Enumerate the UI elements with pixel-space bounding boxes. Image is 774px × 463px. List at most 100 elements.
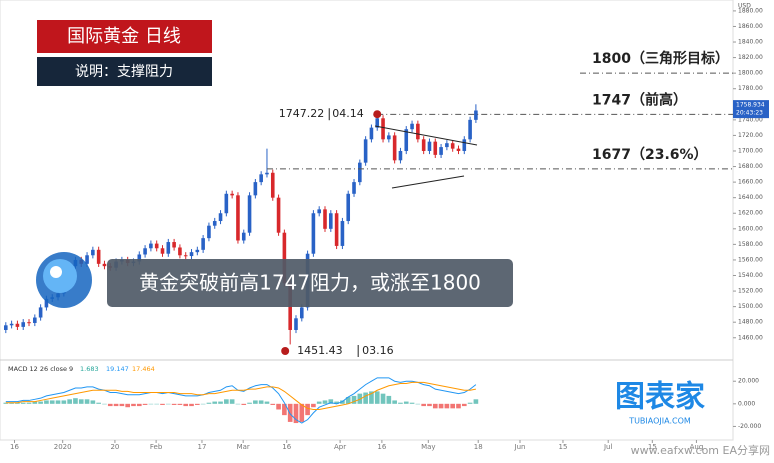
macd-bar — [177, 403, 183, 405]
candle-body — [183, 255, 188, 257]
candle-body — [456, 148, 461, 151]
candle-body — [195, 249, 200, 253]
y-tick-label: 1860.00 — [738, 23, 763, 30]
y-tick-label: -20.000 — [738, 423, 761, 430]
candle-body — [218, 213, 223, 222]
candle-body — [96, 249, 101, 264]
macd-bar — [264, 401, 270, 404]
candle-body — [375, 118, 380, 128]
macd-bar — [15, 402, 20, 404]
macd-bar — [102, 403, 107, 405]
y-tick-label: 1500.00 — [738, 303, 763, 310]
y-tick-label: 1740.00 — [738, 116, 763, 123]
high-marker — [373, 110, 382, 119]
candle-body — [247, 195, 252, 233]
y-tick-label: 1660.00 — [738, 179, 763, 186]
macd-bar — [392, 400, 397, 404]
y-tick-label: 1680.00 — [738, 163, 763, 170]
candle-body — [294, 318, 298, 330]
annotation: 黄金突破前高1747阻力，或涨至1800 — [139, 271, 481, 295]
candle-body — [323, 209, 327, 229]
candle-body — [44, 298, 49, 308]
macd-bar — [456, 403, 461, 409]
macd-bar — [276, 403, 281, 410]
macd-bar — [398, 402, 403, 404]
y-tick-label: 1460.00 — [738, 334, 763, 341]
macd-bar — [235, 403, 241, 405]
candle-body — [149, 243, 153, 249]
macd-bar — [351, 395, 357, 404]
candle-body — [38, 307, 43, 318]
macd-bar — [380, 393, 386, 404]
macd-bar — [328, 399, 334, 404]
macd-bar — [160, 403, 165, 405]
macd-bar — [44, 400, 49, 404]
candle-body — [369, 127, 374, 140]
x-tick-label: 16 — [282, 443, 291, 451]
candle-body — [102, 263, 107, 267]
x-tick-label: Apr — [334, 443, 346, 451]
macd-bar — [125, 403, 131, 408]
macd-bar — [171, 403, 177, 405]
macd-bar — [374, 391, 380, 404]
macd-bar — [84, 399, 90, 404]
logo: 图表家 — [615, 380, 705, 415]
annotation-box — [107, 259, 513, 307]
macd-bar — [113, 403, 119, 407]
macd-bar — [258, 400, 264, 404]
candle-body — [468, 119, 472, 140]
candle-body — [421, 139, 426, 151]
macd-bar — [363, 392, 368, 404]
candle-body — [439, 147, 443, 155]
candle-body — [189, 252, 194, 257]
macd-line — [5, 381, 476, 410]
level-label: 1747（前高） — [592, 91, 687, 108]
macd-bar — [369, 391, 374, 404]
macd-bar — [38, 401, 43, 404]
x-tick-label: 16 — [10, 443, 19, 451]
macd-bar — [20, 402, 26, 404]
macd-readout: 17.464 — [132, 365, 155, 373]
macd-bar — [438, 403, 444, 409]
y-tick-label: 0.000 — [738, 400, 755, 407]
candle-body — [166, 242, 171, 254]
macd-bar — [322, 400, 328, 404]
y-tick-label: 1720.00 — [738, 132, 763, 139]
macd-bar — [415, 403, 421, 405]
macd-bar — [9, 402, 14, 404]
candle-body — [236, 195, 240, 241]
candle-body — [253, 182, 258, 196]
macd-bar — [247, 402, 252, 404]
macd-bar — [461, 403, 467, 407]
candle-body — [398, 150, 403, 161]
candle-body — [433, 141, 438, 155]
macd-bar — [26, 402, 32, 404]
macd-bar — [55, 400, 61, 404]
candle-body — [172, 242, 176, 248]
y-tick-label: 20.000 — [738, 378, 759, 385]
macd-line — [5, 377, 477, 424]
title: 国际黄金 日线 — [67, 26, 181, 47]
x-tick-label: 15 — [558, 443, 567, 451]
macd-bar — [421, 403, 426, 407]
candle-body — [276, 197, 281, 233]
logo-sub: TUBIAOJIA.COM — [628, 417, 691, 426]
macd-bar — [73, 398, 78, 404]
candle-body — [381, 118, 385, 140]
candle-body — [317, 209, 321, 214]
macd-bar — [311, 403, 316, 408]
x-tick-label: May — [421, 443, 435, 451]
candle-body — [4, 325, 8, 330]
candle-body — [265, 172, 269, 175]
candle-body — [416, 123, 420, 140]
x-tick-label: 16 — [377, 443, 386, 451]
macd-bar — [403, 401, 409, 404]
candle-body — [15, 323, 20, 327]
candle-body — [450, 143, 455, 149]
x-tick-label: Aug — [690, 443, 704, 451]
macd-bar — [96, 402, 101, 404]
level-label: 1800（三角形目标） — [592, 50, 729, 67]
macd-bar — [200, 403, 206, 405]
candle-body — [224, 193, 229, 214]
candle-body — [154, 243, 159, 249]
